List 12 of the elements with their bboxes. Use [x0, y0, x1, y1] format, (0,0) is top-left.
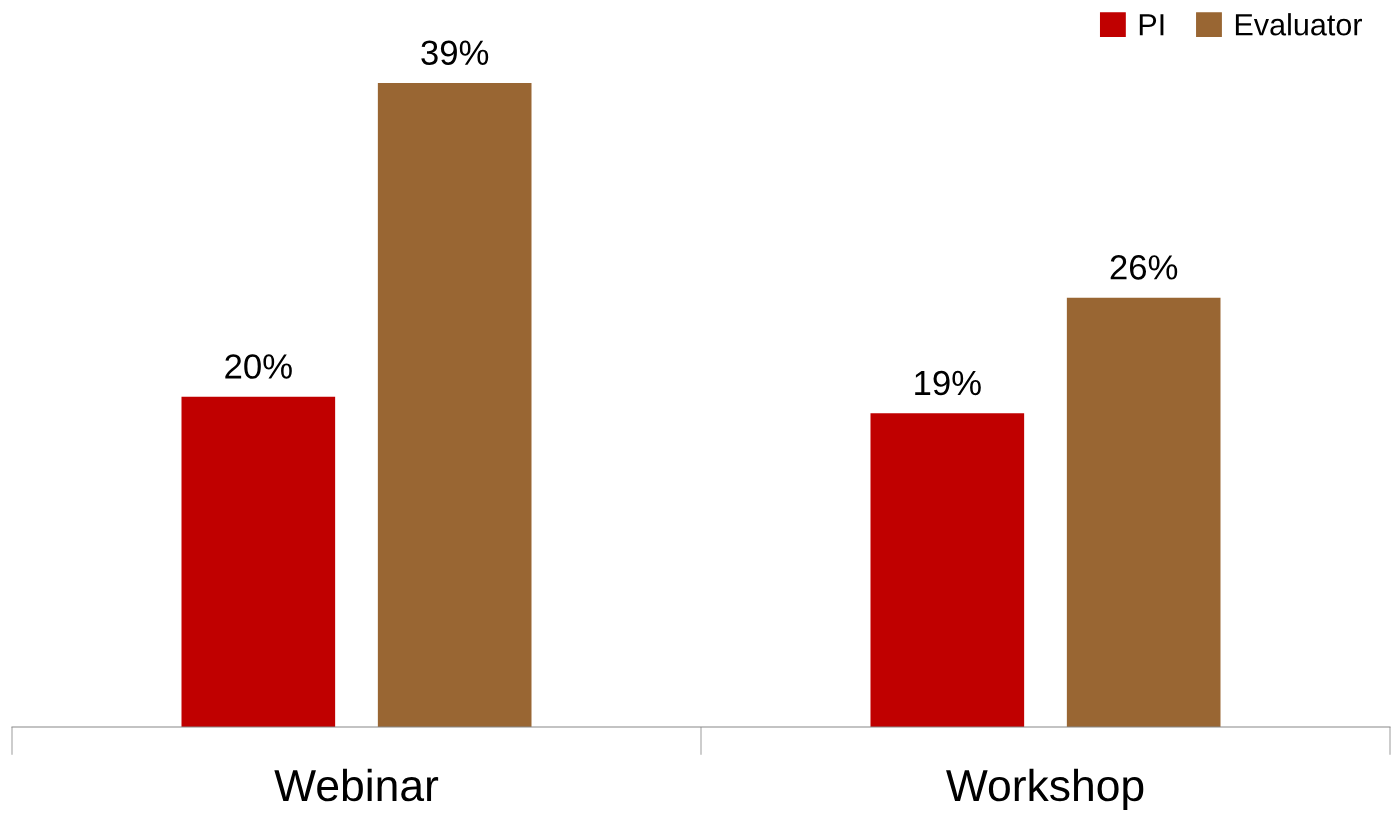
bar	[377, 83, 532, 727]
x-tick-label: Workshop	[946, 768, 1144, 811]
data-label: 19%	[915, 370, 981, 396]
data-label: 20%	[225, 354, 292, 379]
legend-label: Evaluator	[1235, 13, 1362, 36]
bar	[181, 396, 336, 727]
legend-label: PI	[1139, 14, 1164, 36]
bar	[1066, 297, 1221, 727]
data-label: 39%	[421, 40, 489, 66]
x-tick-label: Webinar	[274, 768, 439, 802]
data-label: 26%	[1110, 255, 1178, 280]
bar	[870, 413, 1025, 727]
